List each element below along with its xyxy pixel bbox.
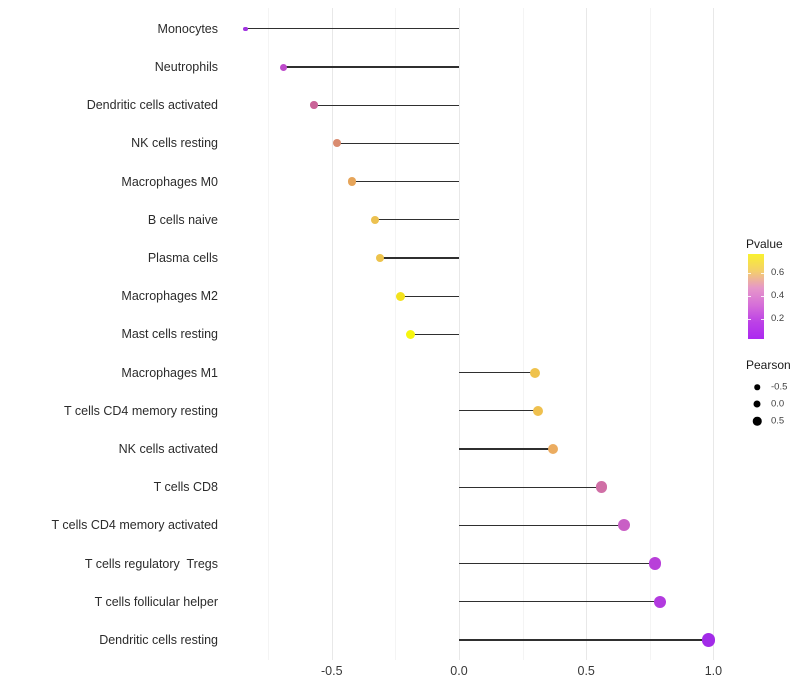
pearson-size-label: -0.5 (771, 381, 788, 393)
x-tick-label: 1.0 (704, 664, 723, 678)
major-gridline (331, 8, 333, 660)
major-gridline (713, 8, 715, 660)
category-label: Dendritic cells resting (99, 633, 218, 647)
category-label: Monocytes (157, 21, 218, 36)
lollipop-stem (336, 142, 459, 145)
colorbar-tick (761, 273, 764, 274)
category-label: Macrophages M2 (121, 289, 218, 304)
lollipop-dot (653, 595, 667, 609)
lollipop-dot (701, 633, 716, 647)
lollipop-stem (283, 66, 459, 68)
minor-gridline (268, 8, 270, 660)
lollipop-dot (547, 443, 559, 455)
lollipop-stem (410, 333, 459, 336)
pearson-legend-title: Pearson (746, 358, 791, 372)
pearson-size-dot-large (752, 416, 762, 426)
category-label: Mast cells resting (121, 327, 218, 342)
lollipop-stem (380, 257, 459, 259)
pvalue-legend-title: Pvalue (746, 237, 783, 251)
category-label: Macrophages M0 (121, 174, 218, 189)
pearson-legend-item: 0.0 (746, 395, 800, 413)
lollipop-dot (243, 26, 248, 32)
pearson-size-label: 0.5 (771, 415, 785, 427)
category-label: B cells naive (147, 212, 218, 227)
colorbar-tick (748, 319, 751, 320)
lollipop-dot (370, 215, 380, 225)
category-label: NK cells activated (118, 442, 218, 456)
x-tick-label: 0.5 (577, 664, 595, 678)
lollipop-dot (332, 139, 341, 148)
x-tick-label: -0.5 (321, 664, 343, 678)
minor-gridline (522, 8, 524, 660)
colorbar-tick-label: 0.4 (771, 290, 785, 301)
category-label: T cells follicular helper (94, 594, 218, 609)
pvalue-legend: Pvalue 0.6 0.4 0.2 (746, 237, 800, 339)
lollipop-dot (530, 367, 541, 378)
lollipop-stem (459, 601, 660, 603)
major-gridline (586, 8, 588, 660)
category-label: T cells CD4 memory activated (51, 518, 219, 533)
pvalue-colorbar-gradient (748, 254, 764, 339)
lollipop-dot (395, 291, 405, 301)
lollipop-stem (245, 28, 459, 30)
colorbar-tick (748, 273, 751, 274)
category-label: T cells CD4 memory resting (64, 403, 218, 418)
lollipop-stem (459, 524, 625, 527)
x-tick-label: 0.0 (450, 664, 468, 678)
lollipop-dot (595, 481, 608, 493)
lollipop-dot (279, 63, 287, 71)
colorbar-tick-label: 0.2 (771, 313, 785, 324)
pearson-size-legend: Pearson -0.5 0.0 0.5 (746, 358, 800, 427)
lollipop-dot (532, 405, 543, 416)
lollipop-stem (459, 562, 655, 565)
lollipop-dot (405, 329, 416, 340)
pearson-size-dot-small (754, 384, 760, 390)
category-label: T cells regulatory Tregs (84, 556, 218, 571)
colorbar-tick (761, 296, 764, 297)
category-label: NK cells resting (131, 136, 218, 151)
lollipop-stem (459, 371, 536, 374)
category-label: Dendritic cells activated (86, 98, 218, 113)
lollipop-dot (310, 101, 318, 109)
lollipop-stem (459, 486, 602, 488)
category-label: Macrophages M1 (121, 365, 218, 380)
lollipop-stem (459, 639, 709, 641)
lollipop-stem (313, 104, 459, 106)
minor-gridline (395, 8, 397, 660)
lollipop-dot (618, 519, 631, 532)
lollipop-stem (459, 448, 554, 450)
major-gridline (459, 8, 460, 660)
colorbar-tick (761, 319, 764, 320)
category-label: Plasma cells (147, 251, 218, 265)
lollipop-dot (375, 253, 385, 263)
lollipop-stem (375, 219, 459, 221)
colorbar-tick-label: 0.6 (771, 267, 785, 278)
lollipop-dot (347, 177, 357, 186)
lollipop-stem (459, 410, 538, 412)
lollipop-stem (352, 180, 459, 183)
pearson-legend-item: -0.5 (746, 378, 800, 396)
minor-gridline (649, 8, 651, 660)
pearson-legend-item: 0.5 (746, 412, 800, 430)
category-label: T cells CD8 (153, 480, 218, 495)
pearson-size-dot-medium (753, 400, 761, 408)
colorbar-tick (748, 296, 751, 297)
lollipop-dot (648, 557, 662, 570)
category-label: Neutrophils (154, 60, 218, 74)
lollipop-stem (400, 295, 459, 297)
pearson-size-label: 0.0 (771, 398, 785, 410)
